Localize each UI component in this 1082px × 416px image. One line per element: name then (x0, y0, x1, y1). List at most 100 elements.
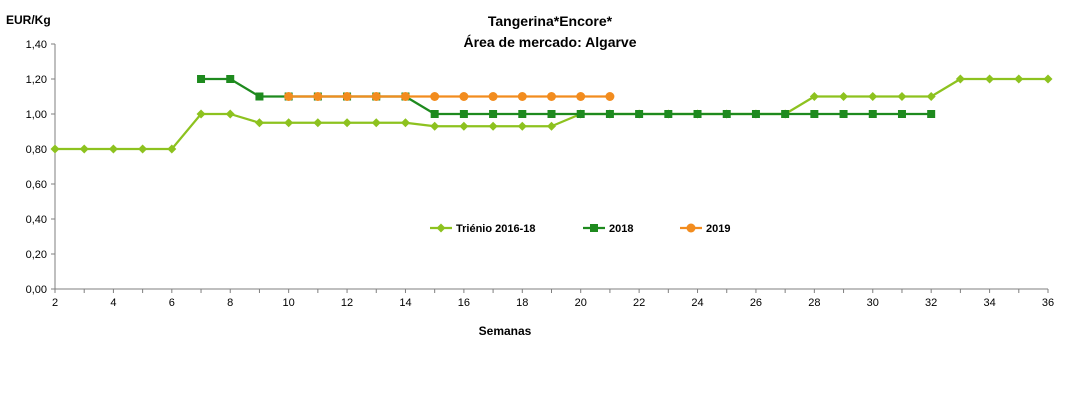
data-point (635, 110, 644, 118)
data-point (225, 109, 235, 119)
data-point (1014, 74, 1024, 84)
legend-marker (686, 223, 696, 233)
data-point (371, 118, 381, 128)
legend-label: Triénio 2016-18 (456, 223, 536, 235)
data-point (897, 110, 906, 118)
data-point (722, 110, 731, 118)
data-point (868, 110, 877, 118)
chart-title: Tangerina*Encore* (488, 13, 613, 29)
data-point (781, 110, 790, 118)
x-tick-label: 8 (227, 297, 233, 309)
legend-item-1: 2018 (583, 223, 633, 235)
data-point (664, 110, 673, 118)
data-point (839, 110, 848, 118)
data-point (400, 118, 410, 128)
data-point (400, 92, 410, 101)
data-point (313, 118, 323, 128)
x-tick-label: 2 (52, 297, 58, 309)
data-point (985, 74, 995, 84)
data-point (488, 121, 498, 131)
data-point (810, 110, 819, 118)
y-tick-label: 1,40 (26, 39, 47, 51)
data-point (605, 110, 614, 118)
data-point (488, 92, 498, 101)
data-point (167, 144, 177, 154)
data-point (254, 118, 264, 128)
y-tick-label: 0,20 (26, 249, 47, 261)
data-point (108, 144, 118, 154)
x-tick-label: 24 (691, 297, 703, 309)
legend-marker (436, 223, 446, 233)
x-tick-label: 30 (867, 297, 879, 309)
data-point (284, 118, 294, 128)
series-2 (284, 92, 615, 101)
data-point (138, 144, 148, 154)
data-point (79, 144, 89, 154)
legend-label: 2019 (706, 223, 730, 235)
x-tick-label: 34 (983, 297, 995, 309)
y-tick-label: 0,80 (26, 144, 47, 156)
data-point (196, 109, 206, 119)
data-point (547, 121, 556, 131)
data-point (459, 92, 469, 101)
x-tick-label: 10 (283, 297, 295, 309)
data-point (693, 110, 702, 118)
x-tick-label: 18 (516, 297, 528, 309)
y-tick-label: 0,60 (26, 179, 47, 191)
x-tick-label: 4 (110, 297, 116, 309)
x-tick-label: 12 (341, 297, 353, 309)
data-point (751, 110, 760, 118)
x-tick-label: 22 (633, 297, 645, 309)
y-tick-label: 0,00 (26, 284, 47, 296)
x-tick-label: 20 (575, 297, 587, 309)
data-point (547, 92, 556, 101)
x-tick-label: 32 (925, 297, 937, 309)
data-point (430, 92, 440, 101)
data-point (459, 110, 468, 118)
x-axis-title: Semanas (479, 324, 532, 338)
data-point (518, 110, 527, 118)
data-point (313, 92, 323, 101)
legend: Triénio 2016-18 2018 2019 (430, 223, 730, 235)
y-tick-label: 1,00 (26, 109, 47, 121)
x-tick-label: 36 (1042, 297, 1054, 309)
data-point (1043, 74, 1053, 84)
y-tick-label: 0,40 (26, 214, 47, 226)
y-tick-label: 1,20 (26, 74, 47, 86)
legend-marker (590, 224, 598, 232)
data-point (342, 92, 352, 101)
ticks: 0,000,200,400,600,801,001,201,402 4 6 8 10 12… (26, 39, 1055, 309)
x-tick-label: 28 (808, 297, 820, 309)
y-axis-title: EUR/Kg (6, 13, 51, 27)
data-point (197, 75, 206, 83)
data-point (255, 92, 264, 101)
legend-item-2: 2019 (680, 223, 730, 235)
data-point (50, 144, 60, 154)
x-tick-label: 26 (750, 297, 762, 309)
data-point (576, 110, 585, 118)
data-point (489, 110, 498, 118)
data-point (517, 121, 527, 131)
data-point (430, 110, 439, 118)
data-point (547, 110, 556, 118)
data-point (839, 92, 849, 101)
data-point (517, 92, 527, 101)
data-point (897, 92, 907, 101)
legend-item-0: Triénio 2016-18 (430, 223, 536, 235)
x-tick-label: 6 (169, 297, 175, 309)
data-point (284, 92, 294, 101)
data-point (955, 74, 965, 84)
legend-label: 2018 (609, 223, 633, 235)
data-point (371, 92, 381, 101)
data-point (809, 92, 819, 101)
data-point (605, 92, 615, 101)
x-tick-label: 16 (458, 297, 470, 309)
data-point (226, 75, 235, 83)
chart-subtitle: Área de mercado: Algarve (464, 34, 637, 50)
data-point (342, 118, 352, 128)
data-point (926, 92, 936, 101)
data-point (927, 110, 936, 118)
data-point (430, 121, 440, 131)
data-point (459, 121, 469, 131)
